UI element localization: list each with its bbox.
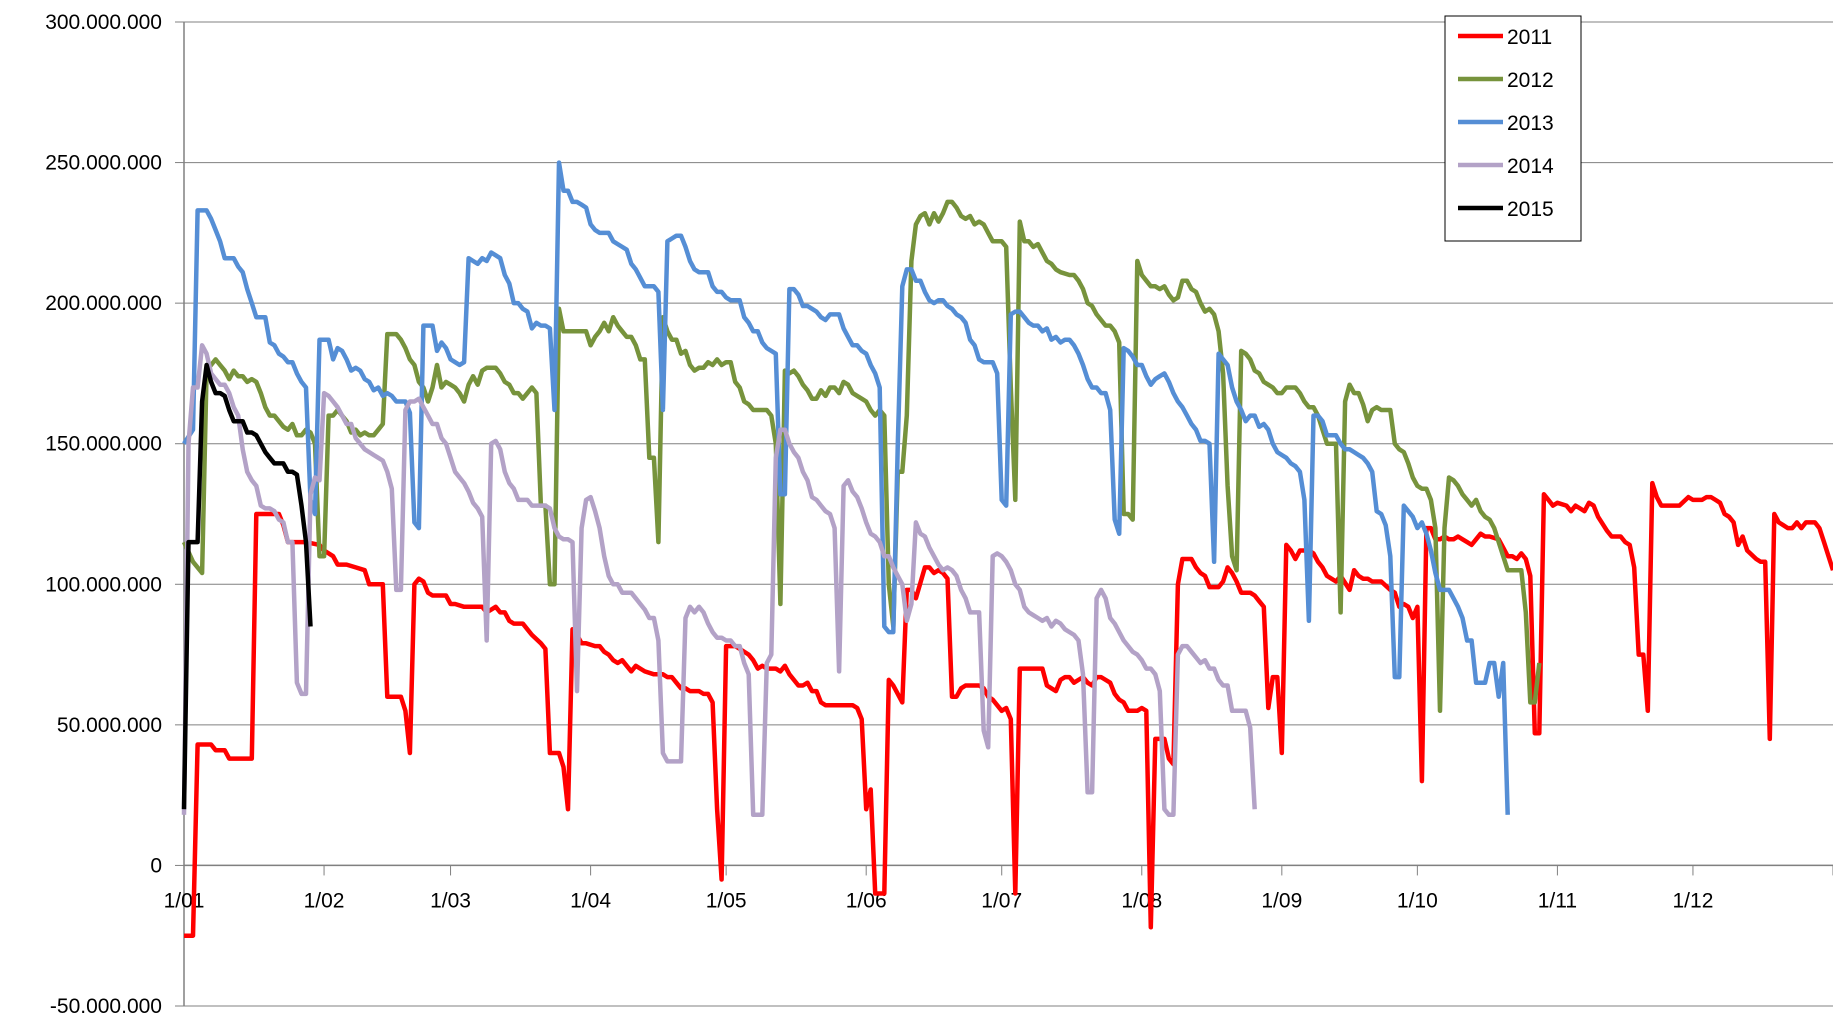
- y-tick-label: 200.000.000: [45, 292, 162, 315]
- legend-label-2015: 2015: [1507, 198, 1554, 221]
- legend-label-2013: 2013: [1507, 112, 1554, 135]
- x-tick-label: 1/05: [706, 889, 747, 912]
- x-tick-label: 1/12: [1673, 889, 1714, 912]
- y-tick-labels: -50.000.000 0 50.000.000 100.000.000 150.000…: [45, 11, 162, 1018]
- y-tick-label: 0: [150, 854, 162, 877]
- x-tick-label: 1/03: [430, 889, 471, 912]
- legend-label-2012: 2012: [1507, 69, 1554, 92]
- x-tick-label: 1/02: [304, 889, 345, 912]
- x-tick-label: 1/07: [981, 889, 1022, 912]
- legend-label-2014: 2014: [1507, 155, 1554, 178]
- series-line-2014: [181, 343, 1257, 818]
- y-tick-label: 50.000.000: [57, 714, 162, 737]
- x-tick-label: 1/09: [1261, 889, 1302, 912]
- x-tick-label: 1/10: [1397, 889, 1438, 912]
- y-tick-label: 150.000.000: [45, 433, 162, 456]
- y-tick-label: 300.000.000: [45, 11, 162, 34]
- gridlines: [184, 21, 1833, 1007]
- x-tick-labels: 1/01 1/02 1/03 1/04 1/05 1/06 1/07 1/08 1/09 1/10…: [164, 889, 1714, 912]
- series-line-2011: [184, 480, 1833, 938]
- legend: 2011 2012 2013 2014 2015: [1444, 15, 1582, 242]
- series-line-2013: [182, 160, 1510, 815]
- legend-box: [1444, 15, 1582, 242]
- series-line-2012: [181, 199, 1542, 714]
- series-lines: [181, 160, 1833, 938]
- x-tick-label: 1/11: [1538, 889, 1577, 912]
- axes: [175, 21, 1833, 1007]
- x-tick-label: 1/08: [1121, 889, 1162, 912]
- y-tick-label: -50.000.000: [50, 995, 162, 1018]
- y-tick-label: 250.000.000: [45, 152, 162, 175]
- y-tick-label: 100.000.000: [45, 573, 162, 596]
- x-tick-label: 1/04: [570, 889, 611, 912]
- x-tick-label: 1/01: [164, 889, 205, 912]
- legend-label-2011: 2011: [1507, 26, 1552, 49]
- series-line-2015: [181, 362, 313, 810]
